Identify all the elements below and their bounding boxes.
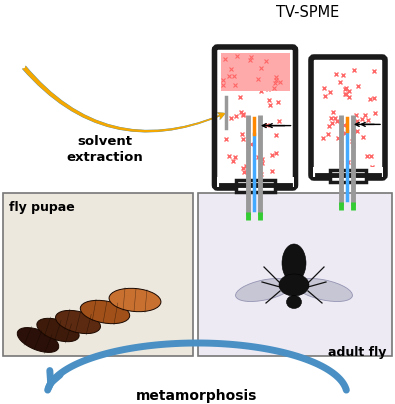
FancyBboxPatch shape bbox=[216, 177, 293, 187]
Ellipse shape bbox=[109, 288, 161, 311]
Ellipse shape bbox=[80, 300, 130, 324]
Text: solvent
extraction: solvent extraction bbox=[67, 135, 143, 164]
FancyBboxPatch shape bbox=[3, 193, 193, 356]
Ellipse shape bbox=[282, 244, 306, 282]
Ellipse shape bbox=[56, 310, 100, 334]
Ellipse shape bbox=[286, 295, 301, 309]
Ellipse shape bbox=[295, 278, 352, 301]
Text: metamorphosis: metamorphosis bbox=[136, 389, 258, 403]
Ellipse shape bbox=[17, 328, 59, 352]
Text: fly pupae: fly pupae bbox=[9, 201, 75, 214]
FancyBboxPatch shape bbox=[218, 51, 292, 184]
FancyBboxPatch shape bbox=[198, 193, 392, 356]
FancyBboxPatch shape bbox=[330, 170, 366, 182]
Ellipse shape bbox=[235, 278, 292, 301]
FancyBboxPatch shape bbox=[313, 167, 383, 177]
Text: adult fly: adult fly bbox=[327, 346, 386, 359]
Ellipse shape bbox=[279, 274, 309, 296]
FancyBboxPatch shape bbox=[220, 53, 290, 91]
FancyBboxPatch shape bbox=[235, 180, 275, 192]
FancyBboxPatch shape bbox=[315, 61, 381, 174]
Text: TV-SPME: TV-SPME bbox=[276, 5, 340, 20]
Ellipse shape bbox=[37, 318, 79, 342]
